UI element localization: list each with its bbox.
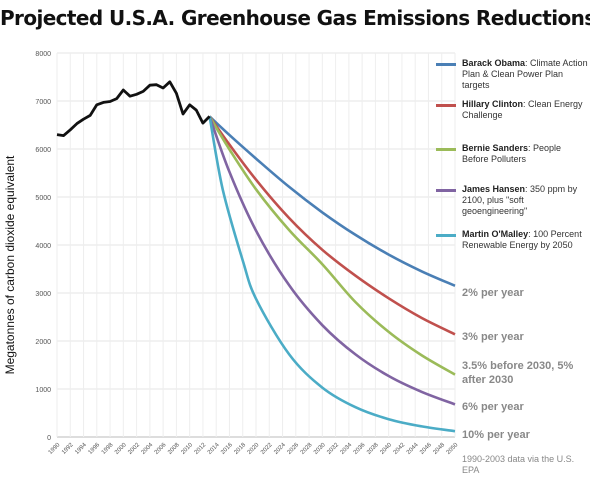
series-line-4 [208,116,456,433]
y-tick-label: 8000 [35,51,51,58]
x-tick-label: 1990 [48,442,62,456]
legend-swatch [436,148,456,151]
legend-desc: : Clean Energy Challenge [462,99,583,120]
x-tick-labels: 1990 1992 1994 1996 1998 2000 2002 2004 2006 2008… [48,442,460,456]
x-tick-label: 2002 [127,442,141,456]
x-tick-label: 2026 [287,442,301,456]
y-tick-labels: 0 1000 2000 3000 4000 5000 6000 7000 8000 [35,51,51,442]
x-tick-label: 2024 [273,442,287,456]
legend-swatch [436,189,456,192]
x-tick-label: 1998 [101,442,115,456]
rate-label-omalley: 10% per year [462,429,530,441]
rate-label-sanders: 3.5% before 2030, 5% after 2030 [462,360,574,386]
series-line-3 [208,115,456,406]
legend-swatch [436,104,456,107]
x-tick-label: 2046 [419,442,433,456]
x-tick-label: 2034 [340,442,354,456]
legend-name: Bernie Sanders [462,143,529,153]
legend-item-sanders: Bernie Sanders: People Before Polluters [436,143,590,165]
x-tick-label: 2012 [194,442,208,456]
legend-name: Barack Obama [462,58,526,68]
x-tick-label: 2000 [114,442,128,456]
historical-line [56,80,211,137]
x-tick-label: 2010 [180,442,194,456]
legend-name: Hillary Clinton [462,99,524,109]
y-tick-label: 3000 [35,291,51,298]
x-tick-label: 2014 [207,442,221,456]
y-tick-label: 6000 [35,147,51,154]
x-tick-label: 2004 [141,442,155,456]
legend-item-obama: Barack Obama: Climate Action Plan & Clea… [436,58,590,91]
x-tick-label: 2018 [233,442,247,456]
x-tick-label: 2016 [220,442,234,456]
legend-desc: : People Before Polluters [462,143,562,164]
rate-label-obama: 2% per year [462,287,524,299]
legend-desc: : 350 ppm by 2100, plus "soft geoenginee… [462,184,578,216]
y-tick-label: 1000 [35,387,51,394]
y-tick-label: 4000 [35,243,51,250]
legend-swatch [436,234,456,237]
x-tick-label: 2044 [406,442,420,456]
legend-name: Martin O'Malley [462,229,529,239]
y-tick-label: 2000 [35,339,51,346]
x-tick-label: 2020 [247,442,261,456]
x-tick-label: 2042 [393,442,407,456]
series-line-0 [208,115,456,287]
x-tick-label: 1996 [88,442,102,456]
legend-item-hansen: James Hansen: 350 ppm by 2100, plus "sof… [436,184,590,217]
rate-label-clinton: 3% per year [462,331,524,343]
legend-desc: : 100 Percent Renewable Energy by 2050 [462,229,582,250]
x-tick-label: 2050 [446,442,460,456]
legend-desc: : Climate Action Plan & Clean Power Plan… [462,58,588,90]
x-tick-label: 2038 [366,442,380,456]
source-note: 1990-2003 data via the U.S. EPA [462,454,575,475]
x-tick-label: 2022 [260,442,274,456]
series-line-1 [208,115,456,336]
y-axis-label: Megatonnes of carbon dioxide equivalent [3,155,17,375]
x-tick-label: 2008 [167,442,181,456]
y-tick-label: 0 [47,435,51,442]
chart-grid [56,52,456,438]
x-tick-label: 2048 [432,442,446,456]
y-tick-label: 7000 [35,99,51,106]
legend-swatch [436,63,456,66]
y-tick-label: 5000 [35,195,51,202]
chart-title: Projected U.S.A. Greenhouse Gas Emission… [0,6,590,30]
x-tick-label: 2040 [379,442,393,456]
rate-label-hansen: 6% per year [462,401,524,413]
legend-item-omalley: Martin O'Malley: 100 Percent Renewable E… [436,229,590,251]
x-tick-label: 1994 [74,442,88,456]
x-tick-label: 1992 [61,442,75,456]
x-tick-label: 2030 [313,442,327,456]
x-tick-label: 2036 [353,442,367,456]
legend-name: James Hansen [462,184,526,194]
x-tick-label: 2006 [154,442,168,456]
x-tick-label: 2032 [326,442,340,456]
legend-item-clinton: Hillary Clinton: Clean Energy Challenge [436,99,590,121]
series-lines [56,80,456,433]
series-line-2 [208,115,456,376]
x-tick-label: 2028 [300,442,314,456]
